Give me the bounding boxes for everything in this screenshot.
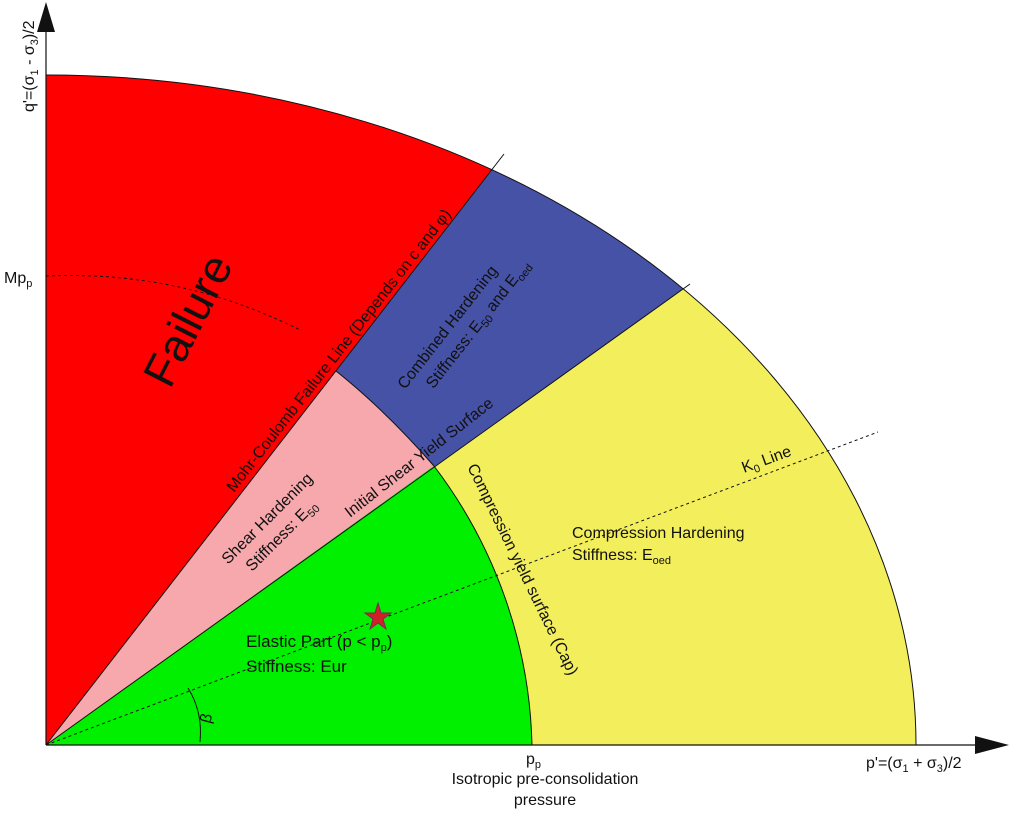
compression-hardening-label: Compression Hardening Stiffness: Eoed (572, 525, 745, 567)
x-axis-arrow (975, 736, 1009, 754)
outer-boundary (45, 74, 917, 746)
elastic-region (46, 466, 532, 745)
star-icon (363, 601, 393, 631)
pp-caption-line1: Isotropic pre-consolidation (452, 771, 639, 788)
k0-line (45, 431, 879, 746)
combined-lower-boundary (45, 283, 691, 746)
beta-arc (187, 687, 201, 743)
boundary-lines (45, 74, 917, 746)
failure-region (46, 75, 504, 745)
y-axis-label: q'=(σ1 - σ3)/2 (21, 20, 41, 112)
svg-text:Compression Hardening: Compression Hardening (572, 525, 745, 542)
axes (37, 2, 1009, 754)
pp-caption-line2: pressure (514, 792, 576, 809)
y-axis-arrow (37, 2, 55, 32)
pp-tick-label: pp (526, 751, 541, 771)
compression-yield-cap (433, 465, 533, 746)
mp-tick-label: Mpp (4, 270, 32, 290)
initial-shear-yield-surface (335, 370, 435, 467)
mp-dashed-curve (45, 275, 301, 331)
shear-hardening-region (46, 371, 434, 745)
elastic-part-label: Elastic Part (p < pp) Stiffness: Eur (246, 632, 392, 676)
mohr-coulomb-line (45, 153, 505, 746)
svg-text:Stiffness: Eoed: Stiffness: Eoed (572, 547, 671, 567)
svg-text:Elastic Part (p < pp): Elastic Part (p < pp) (246, 632, 392, 654)
beta-label: β (197, 712, 216, 725)
svg-text:Stiffness: Eur: Stiffness: Eur (246, 657, 347, 676)
x-axis-label: p'=(σ1 + σ3)/2 (866, 755, 962, 775)
